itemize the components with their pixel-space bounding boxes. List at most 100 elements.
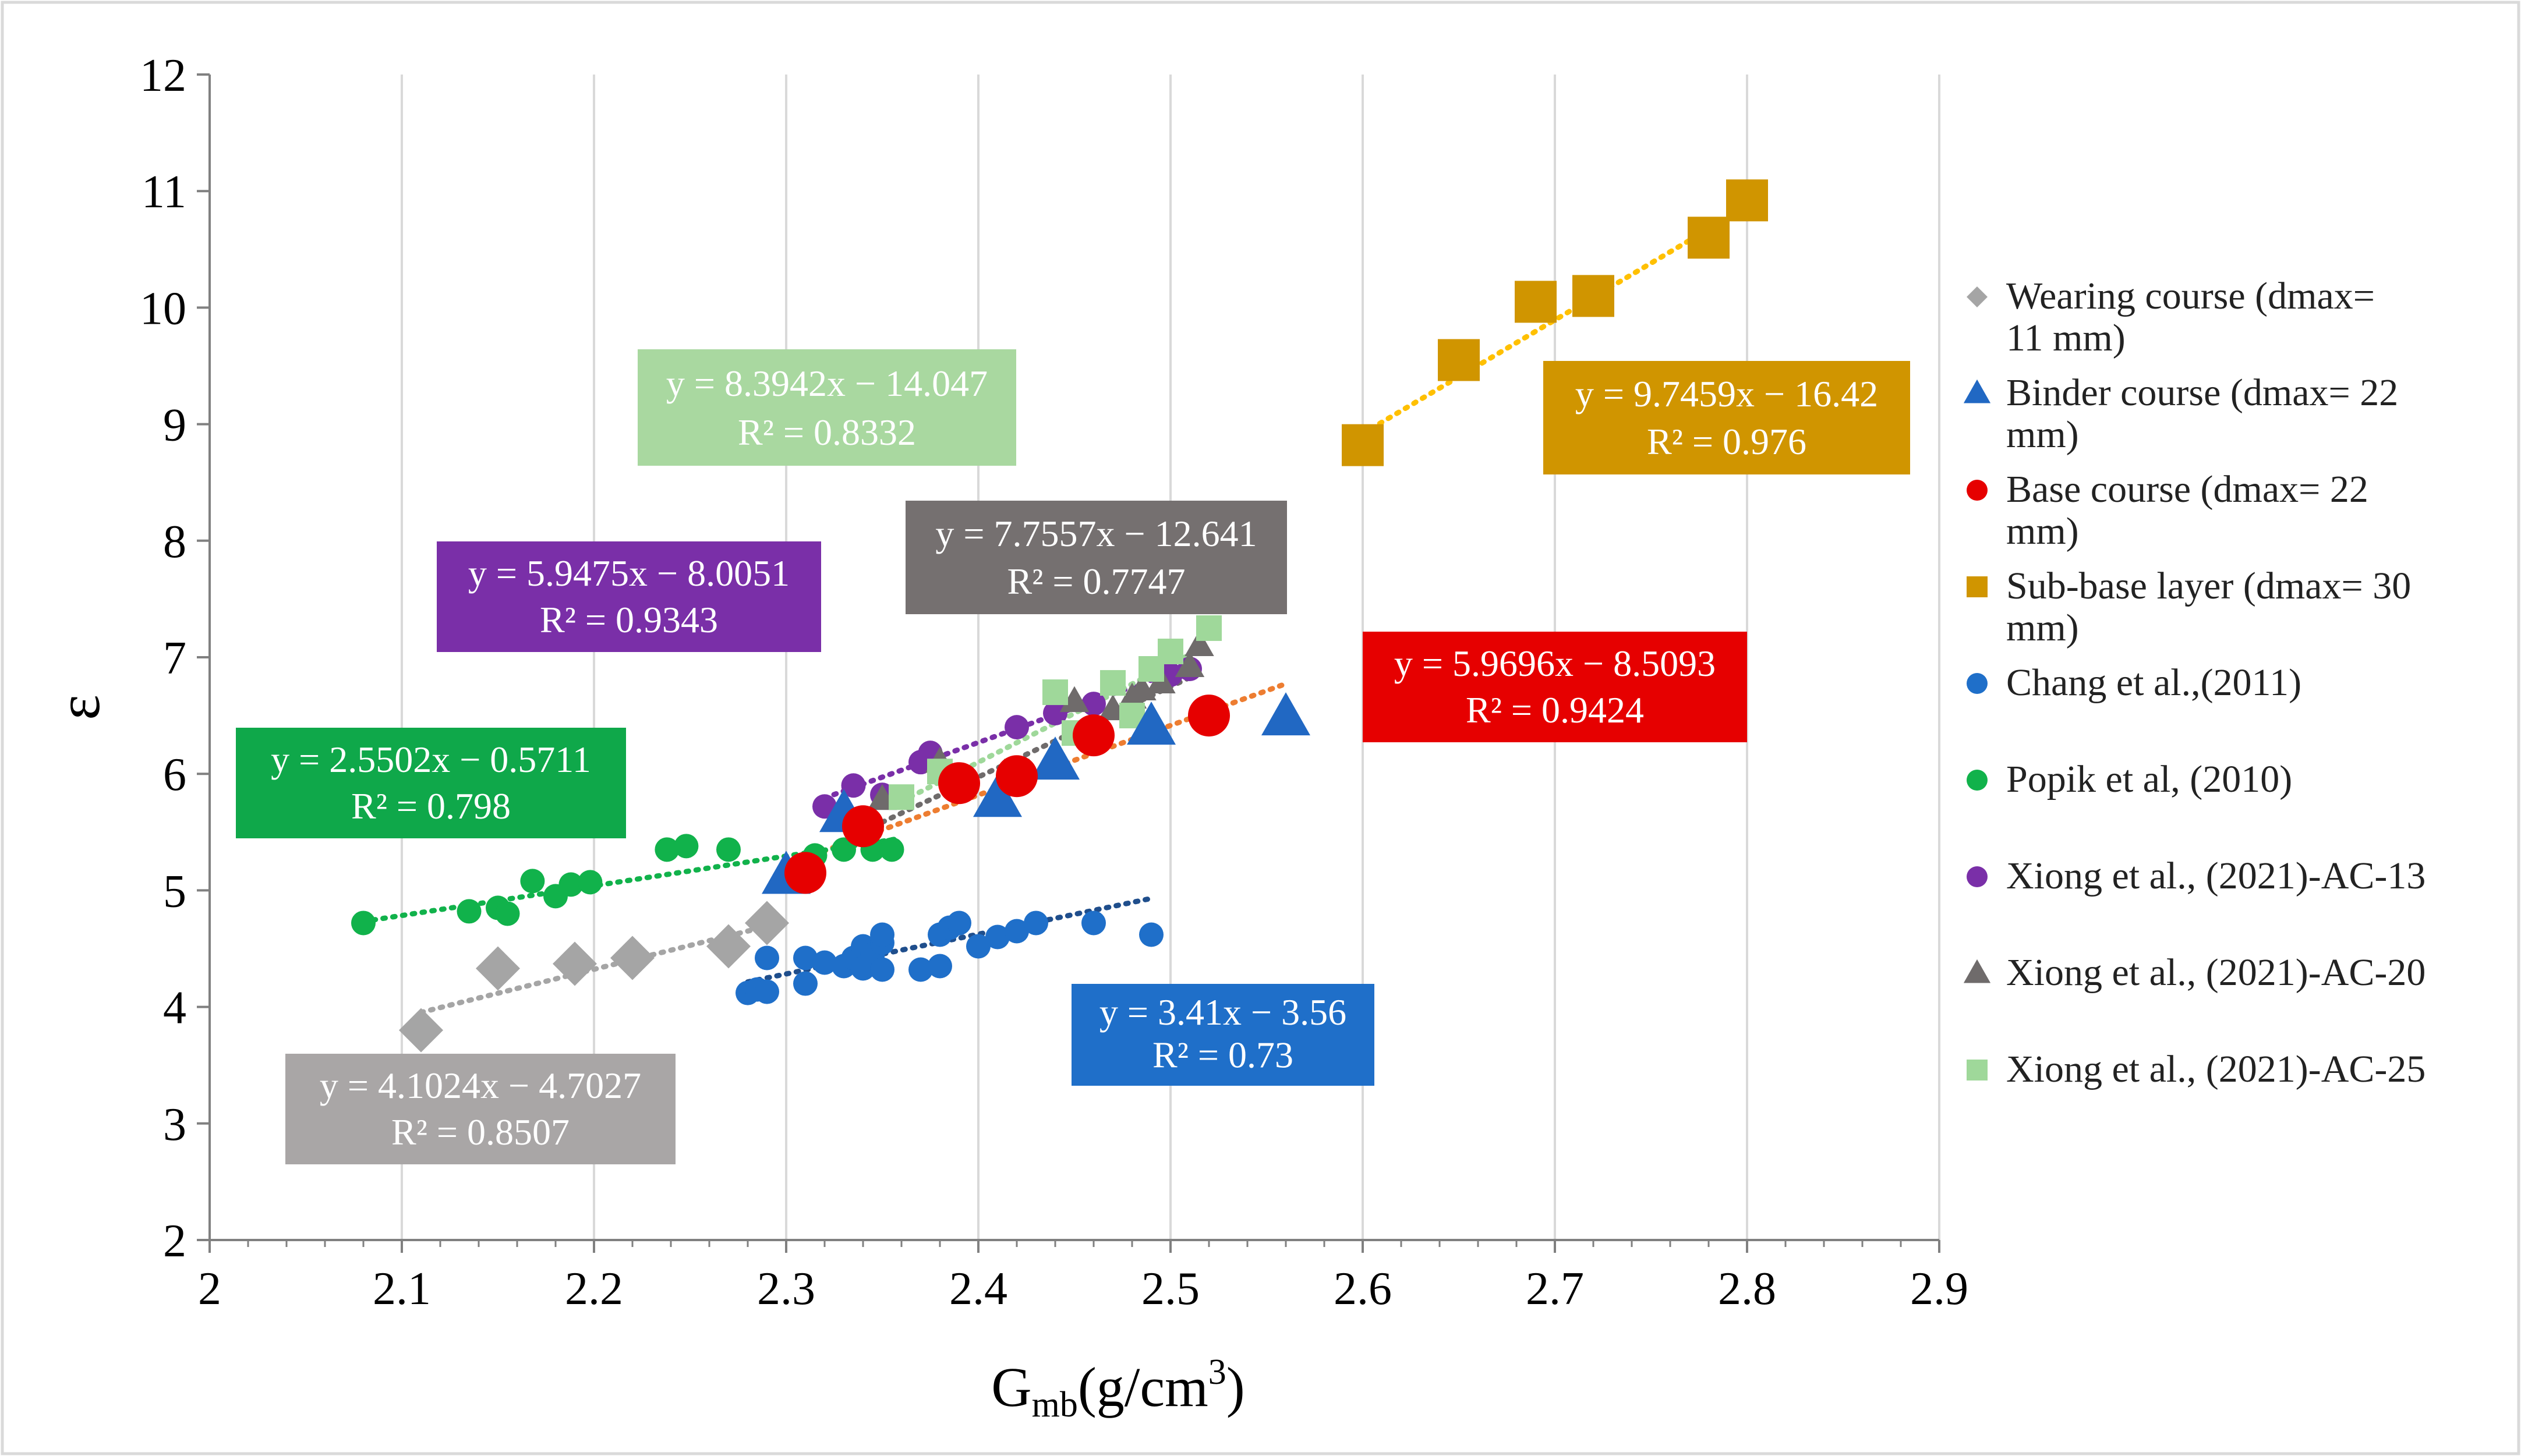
point-series-7-8 [1185,630,1214,656]
equation-line2-3: R² = 0.976 [1647,421,1806,462]
point-series-4-15 [908,957,933,982]
point-series-1-5 [1261,692,1310,736]
tick-labels: 2 3 4 5 6 7 8 9 10 11 12 2 2.1 2.2 2.3 2.4 2.5 2.6 2.7 2.8 2… [140,50,1968,1315]
point-series-5-0 [351,911,376,936]
point-series-5-7 [578,870,603,895]
point-series-5-3 [495,901,520,926]
point-series-4-16 [928,954,952,979]
point-series-6-6 [1043,701,1067,726]
point-series-6-5 [1005,715,1029,740]
point-series-4-5 [793,945,818,970]
x-tick-label-3: 2.3 [757,1263,815,1315]
legend-label-5-0: Popik et al, (2010) [2006,758,2292,800]
point-series-4-4 [793,971,818,996]
y-axis-title: ε [45,695,112,720]
x-axis-title-unit: (g/cm [1078,1356,1208,1418]
point-series-5-13 [832,837,856,862]
point-series-1-4 [1127,702,1176,745]
point-series-7-5 [1127,674,1157,701]
legend-label-0-0: Wearing course (dmax= [2006,275,2375,317]
point-series-4-12 [870,957,894,982]
point-series-6-1 [841,773,866,798]
point-series-2-1 [842,805,884,848]
y-tick-label-0: 2 [163,1216,186,1267]
point-series-5-9 [674,834,699,859]
y-tick-label-9: 11 [142,166,186,218]
equation-box-1 [1363,632,1747,742]
point-series-2-5 [1188,695,1230,737]
point-series-8-5 [1100,670,1126,696]
legend-marker-4 [1967,673,1988,694]
legend-label-1-1: mm) [2006,413,2079,456]
y-tick-label-10: 12 [140,50,186,101]
equation-line2-5: R² = 0.798 [351,785,511,827]
equation-line1-7: y = 7.7557x − 12.641 [935,513,1257,554]
legend-label-0-1: 11 mm) [2006,317,2126,359]
point-series-3-1 [1438,339,1480,381]
x-axis-title: Gmb(g/cm3) [991,1352,1244,1425]
equation-line1-6: y = 5.9475x − 8.0051 [468,552,790,594]
legend-marker-5 [1967,770,1988,791]
equation-box-8 [638,349,1016,466]
data-points [351,179,1768,1053]
equation-line2-0: R² = 0.8507 [391,1111,570,1153]
legend-label-1-0: Binder course (dmax= 22 [2006,371,2398,414]
legend-marker-7 [1963,959,1991,983]
y-tick-label-3: 5 [163,866,186,917]
point-series-4-24 [1081,911,1106,936]
point-series-3-2 [1515,281,1557,323]
legend-marker-6 [1967,866,1988,887]
point-series-5-15 [879,837,904,862]
point-series-4-20 [966,934,991,959]
y-tick-label-7: 9 [163,400,186,451]
point-series-1-3 [1031,736,1080,780]
legend-marker-2 [1967,480,1988,501]
axes [197,73,1940,1253]
x-tick-label-0: 2 [198,1263,221,1315]
legend-marker-8 [1967,1060,1988,1081]
equation-line1-1: y = 5.9696x − 8.5093 [1394,643,1716,684]
point-series-4-3 [755,945,779,970]
equation-box-6 [437,541,821,652]
equation-line1-4: y = 3.41x − 3.56 [1099,991,1346,1033]
point-series-7-7 [1175,651,1205,678]
legend-label-2-1: mm) [2006,510,2079,552]
point-series-4-2 [755,979,779,1004]
point-series-0-5 [745,901,789,945]
legend-marker-1 [1963,379,1991,403]
x-tick-label-9: 2.9 [1910,1263,1968,1315]
legend-marker-3 [1967,576,1988,597]
y-tick-label-5: 7 [163,633,186,684]
point-series-2-2 [938,762,980,805]
legend-label-2-0: Base course (dmax= 22 [2006,468,2368,511]
x-tick-label-1: 2.1 [373,1263,431,1315]
point-series-3-0 [1342,424,1384,466]
point-series-8-3 [1042,679,1068,706]
y-tick-label-2: 4 [163,983,186,1034]
point-series-4-23 [1024,911,1048,936]
point-series-3-3 [1572,275,1614,317]
legend: Wearing course (dmax=11 mm) Binder cours… [1963,275,2425,1090]
legend-marker-0 [1967,286,1988,307]
equation-box-4 [1072,984,1374,1086]
point-series-5-6 [558,872,584,897]
y-tick-label-4: 6 [163,749,186,800]
equation-line1-0: y = 4.1024x − 4.7027 [320,1065,641,1106]
point-series-2-4 [1073,714,1115,757]
equation-box-7 [906,501,1287,614]
point-series-3-5 [1726,179,1768,222]
y-tick-label-6: 8 [163,516,186,568]
equation-box-0 [285,1054,676,1164]
equation-line1-8: y = 8.3942x − 14.047 [666,363,988,404]
point-series-8-8 [1158,638,1183,664]
equation-line1-5: y = 2.5502x − 0.5711 [271,739,591,780]
point-series-5-4 [520,869,545,894]
point-series-4-19 [947,911,971,936]
x-axis-title-subscript: mb [1032,1385,1078,1425]
point-series-5-10 [716,837,741,862]
point-series-3-4 [1688,217,1730,259]
point-series-8-9 [1196,615,1222,641]
equation-line2-1: R² = 0.9424 [1466,689,1644,731]
point-series-0-3 [610,936,655,980]
